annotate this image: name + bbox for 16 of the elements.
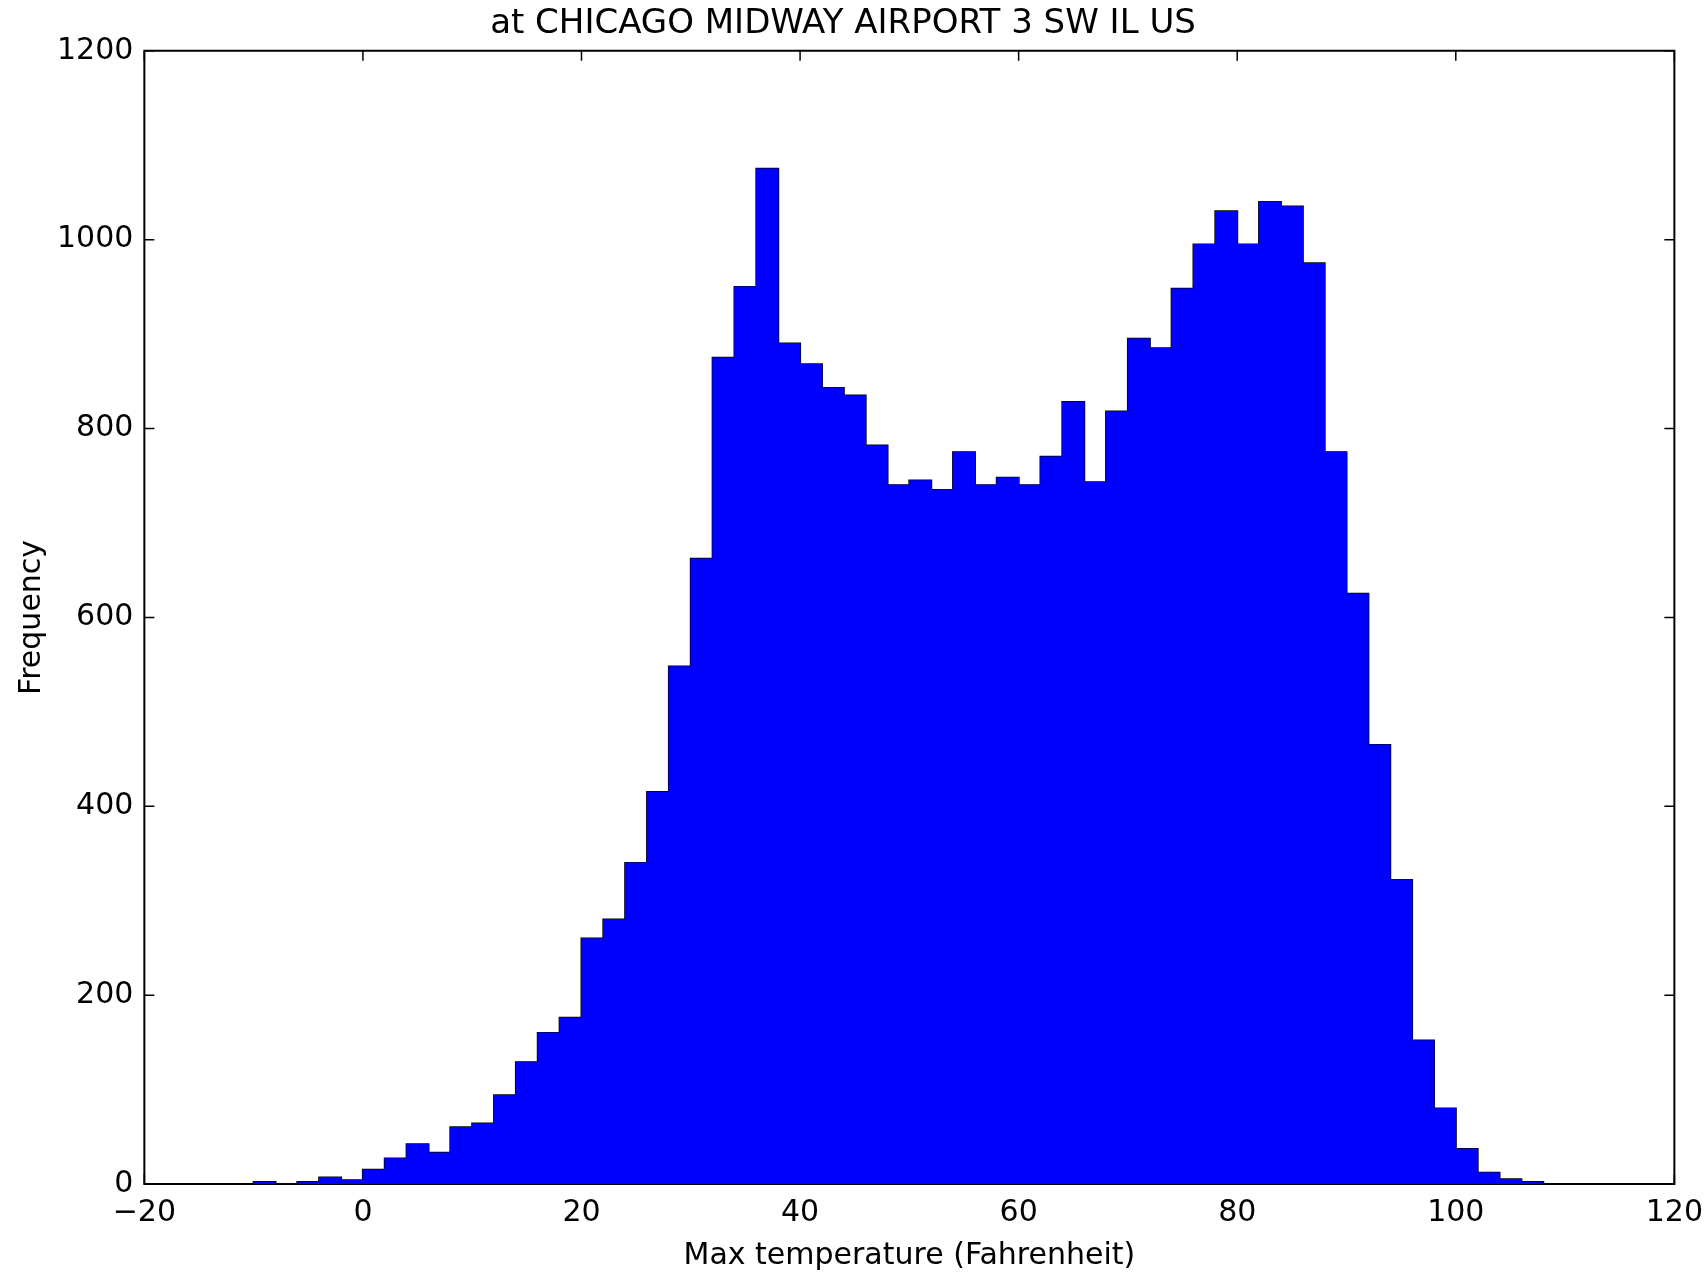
y-tick-label: 600 [76,597,134,633]
x-tick-label: 60 [999,1192,1038,1228]
y-tick-label: 200 [76,974,134,1010]
x-tick-label: 40 [780,1192,820,1228]
chart-title: at CHICAGO MIDWAY AIRPORT 3 SW IL US [490,1,1196,42]
x-tick-label: 80 [1218,1192,1257,1228]
y-axis-title: Frequency [11,539,47,695]
x-tick-label: 120 [1645,1192,1703,1228]
x-tick-label: 0 [353,1192,373,1228]
x-axis-title: Max temperature (Fahrenheit) [683,1235,1136,1271]
y-tick-label: 1000 [56,219,134,255]
y-tick-label: 400 [76,786,134,822]
x-tick-label: 20 [562,1192,601,1228]
y-tick-label: 1200 [56,30,134,66]
x-tick-label: 100 [1427,1192,1485,1228]
y-tick-label: 800 [76,408,134,444]
